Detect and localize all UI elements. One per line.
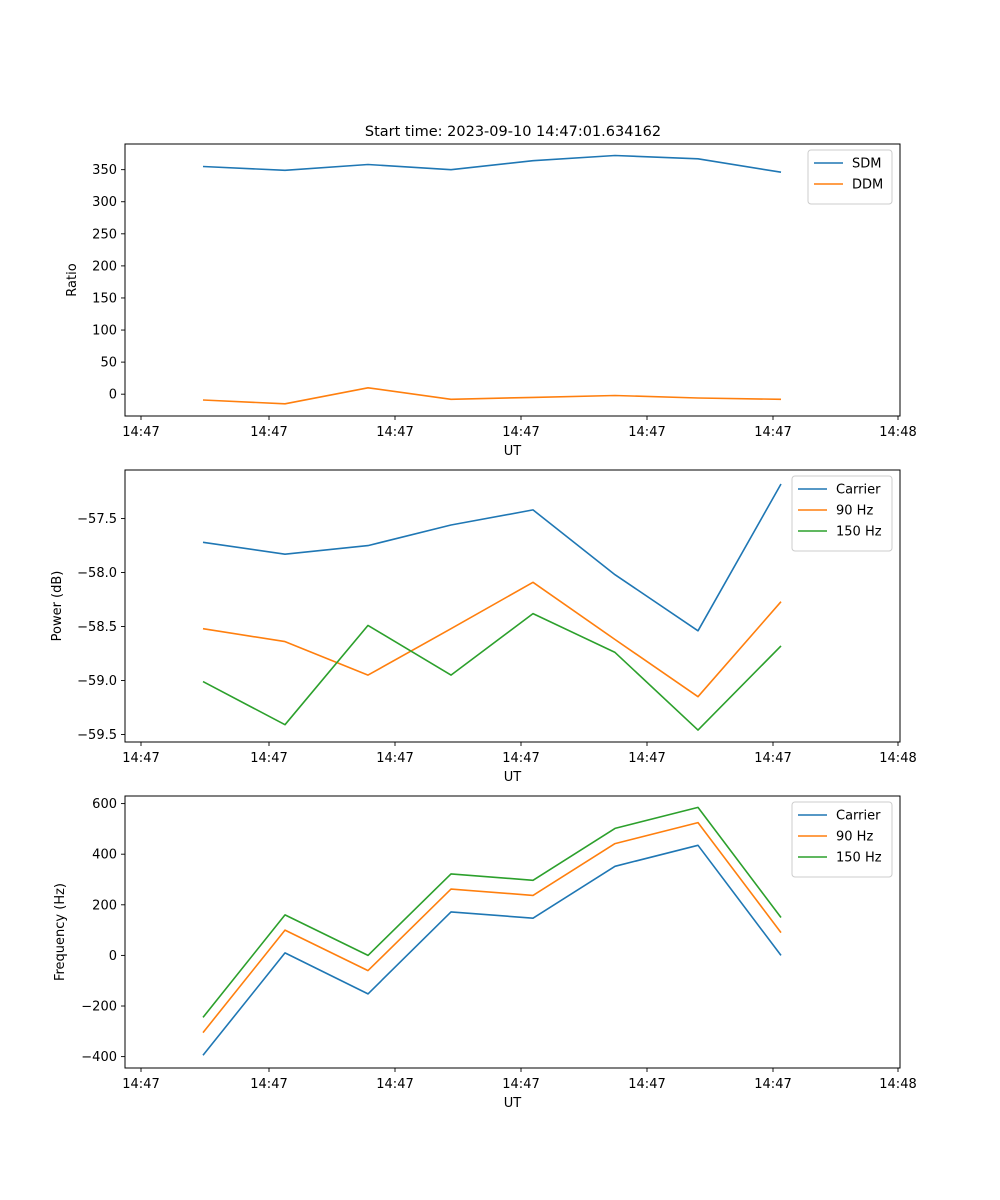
x-tick-label: 14:47: [502, 1077, 539, 1092]
x-axis-label: UT: [504, 444, 522, 459]
panel-2: −59.5 −59.0 −58.5 −58.0 −57.5 14:47 14:47 14:47…: [50, 469, 917, 785]
legend-label: Carrier: [836, 809, 881, 824]
axes-frame: [124, 795, 901, 1069]
x-axis-label: UT: [504, 1096, 522, 1111]
x-tick-label: 14:48: [879, 425, 916, 440]
y-tick-label: 100: [92, 324, 117, 339]
series-line-150-hz: [202, 806, 782, 1018]
axes-frame: [124, 143, 901, 417]
y-tick-label: 300: [92, 195, 117, 210]
y-tick-label: −400: [81, 1050, 117, 1065]
y-axis-label: Frequency (Hz): [53, 883, 68, 981]
legend-label: 150 Hz: [836, 525, 882, 540]
series-line-ddm: [202, 386, 782, 405]
series-line-90-hz: [202, 581, 782, 698]
y-tick-label: 0: [109, 388, 117, 403]
y-axis-label: Power (dB): [50, 571, 65, 642]
x-tick-label: 14:47: [376, 1077, 413, 1092]
x-tick-label: 14:48: [879, 1077, 916, 1092]
x-tick-label: 14:47: [250, 425, 287, 440]
y-tick-label: 200: [92, 898, 117, 913]
legend-label: SDM: [852, 157, 881, 172]
y-tick-label: 0: [109, 949, 117, 964]
y-tick-label: −200: [81, 1000, 117, 1015]
y-tick-label: 150: [92, 291, 117, 306]
x-tick-label: 14:47: [122, 751, 159, 766]
y-tick-label: −57.5: [77, 512, 117, 527]
series-line-carrier: [202, 844, 782, 1056]
figure-title: Start time: 2023-09-10 14:47:01.634162: [365, 124, 661, 140]
x-tick-label: 14:47: [502, 751, 539, 766]
legend-label: Carrier: [836, 483, 881, 498]
y-tick-label: 400: [92, 848, 117, 863]
x-tick-label: 14:47: [376, 425, 413, 440]
y-tick-label: −59.0: [77, 674, 117, 689]
legend-label: 150 Hz: [836, 851, 882, 866]
legend-label: 90 Hz: [836, 830, 873, 845]
series-line-90-hz: [202, 821, 782, 1034]
legend-box: [791, 475, 893, 552]
panel-3: −400 −200 0 200 400 600 14:47 14:47 14:47 14:47 14…: [53, 795, 917, 1111]
y-tick-label: −58.0: [77, 566, 117, 581]
x-tick-label: 14:47: [628, 425, 665, 440]
x-tick-label: 14:47: [122, 425, 159, 440]
x-tick-label: 14:47: [250, 751, 287, 766]
x-tick-label: 14:47: [502, 425, 539, 440]
series-line-150-hz: [202, 612, 782, 731]
y-tick-label: 50: [100, 356, 117, 371]
axes-frame: [124, 469, 901, 743]
x-tick-label: 14:47: [754, 1077, 791, 1092]
panel-1: 0 50 100 150 200 250 300 350 14:47 14:47 14:47 14:4…: [65, 143, 917, 459]
y-tick-label: 250: [92, 227, 117, 242]
y-tick-label: −58.5: [77, 620, 117, 635]
legend-box: [791, 801, 893, 878]
y-axis-label: Ratio: [65, 263, 80, 296]
x-tick-label: 14:47: [122, 1077, 159, 1092]
y-tick-label: 600: [92, 797, 117, 812]
x-tick-label: 14:47: [628, 751, 665, 766]
x-tick-label: 14:48: [879, 751, 916, 766]
series-line-sdm: [202, 154, 782, 173]
x-tick-label: 14:47: [376, 751, 413, 766]
legend-label: 90 Hz: [836, 504, 873, 519]
series-line-carrier: [202, 483, 782, 632]
y-tick-label: 200: [92, 259, 117, 274]
y-tick-label: −59.5: [77, 728, 117, 743]
x-axis-label: UT: [504, 770, 522, 785]
legend-label: DDM: [852, 178, 883, 193]
x-tick-label: 14:47: [250, 1077, 287, 1092]
x-tick-label: 14:47: [754, 425, 791, 440]
x-tick-label: 14:47: [754, 751, 791, 766]
y-tick-label: 350: [92, 163, 117, 178]
x-tick-label: 14:47: [628, 1077, 665, 1092]
